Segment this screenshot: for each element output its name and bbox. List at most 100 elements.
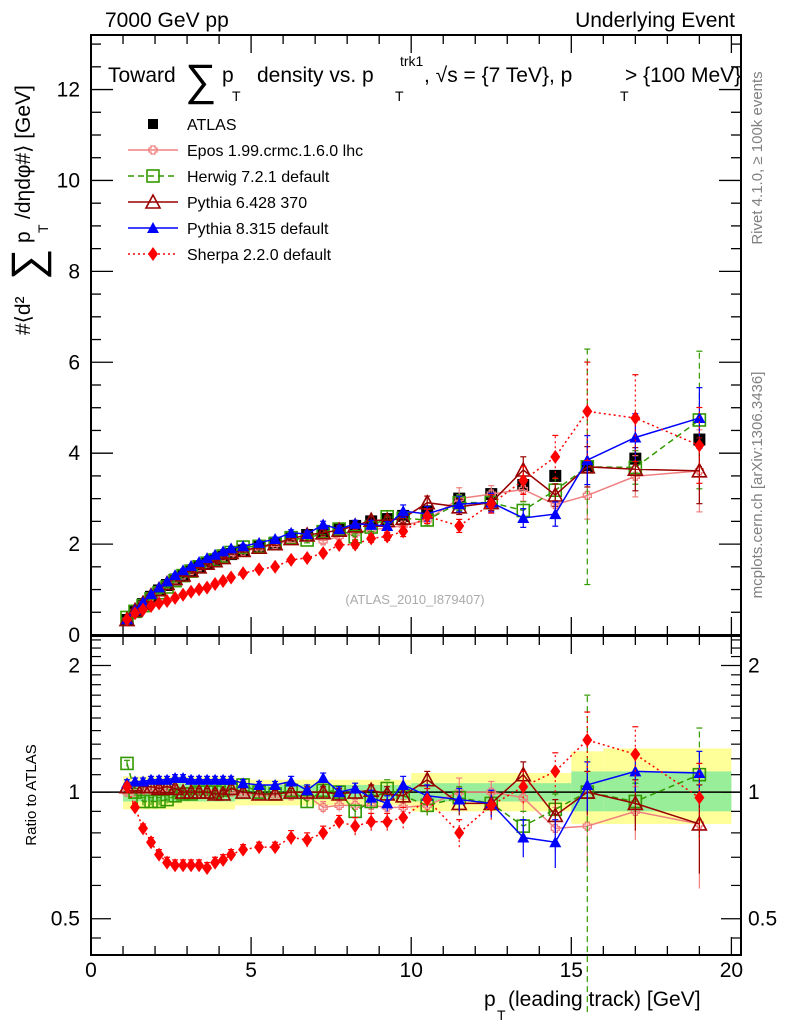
ratio-point (218, 852, 229, 867)
ratio-point (226, 847, 237, 862)
title-part-b: p (222, 64, 234, 87)
ratio-point (138, 821, 149, 836)
ratio-point (169, 772, 182, 784)
ratio-point (550, 823, 560, 834)
data-point (154, 596, 165, 611)
title-part-c: T (232, 88, 241, 104)
ratio-point (166, 779, 184, 796)
ratio-point (286, 830, 297, 845)
data-point (486, 496, 497, 511)
data-point (122, 612, 133, 627)
title-part-f: trk1 (400, 53, 424, 69)
ratio-point (486, 798, 497, 813)
ratio-point-shape (518, 793, 528, 803)
data-point (349, 517, 362, 529)
title-part-d: density vs. p (257, 64, 374, 87)
ratio-point-shape (366, 800, 376, 811)
data-point (394, 509, 412, 526)
data-point (169, 569, 182, 581)
ratio-point (626, 794, 644, 811)
ratio-point (453, 793, 466, 805)
data-layer (118, 348, 708, 1013)
ratio-point-shape (550, 823, 560, 834)
data-point (398, 524, 409, 539)
ratio-point (549, 836, 562, 848)
ratio-point (694, 790, 705, 805)
data-point (365, 518, 378, 530)
data-point (549, 508, 562, 520)
ratio-point (270, 840, 281, 855)
ratio-point (302, 832, 313, 847)
data-point (453, 498, 466, 510)
ratio-point (349, 782, 362, 794)
data-point (161, 575, 174, 587)
x-tick-label: 20 (720, 959, 743, 982)
data-point (226, 570, 237, 585)
data-point (518, 484, 528, 495)
legend-item-pythia8: Pythia 8.315 default (128, 221, 329, 238)
ratio-point-shape (398, 802, 408, 812)
data-point (162, 594, 173, 608)
xlabel-part-c: (leading track) [GeV] (508, 988, 701, 1011)
ratio-point (198, 783, 216, 799)
ratio-point (214, 785, 232, 801)
data-point (518, 473, 529, 488)
data-point (153, 581, 166, 593)
y-axis-title: #⟨d² ∑ p T /dηdφ#⟩ [GeV] (3, 85, 52, 335)
data-point (138, 602, 149, 617)
rivet-label: Rivet 4.1.0, ≥ 100k events (749, 71, 766, 244)
data-point (333, 523, 346, 535)
ratio-tick-label: 0.5 (51, 908, 80, 931)
data-point (218, 574, 229, 589)
title-part-a: Toward (108, 64, 176, 87)
ylabel-part-b: p (12, 231, 35, 243)
y-tick-label: 4 (68, 442, 80, 465)
data-point (302, 551, 313, 565)
legend-marker (144, 193, 162, 209)
ratio-axis-title: Ratio to ATLAS (23, 744, 40, 845)
ratio-point (209, 773, 222, 785)
ratio-point (398, 802, 408, 812)
ylabel-part-d: /dηdφ#⟩ [GeV] (12, 85, 35, 219)
ratio-point (334, 814, 345, 829)
ratio-point (182, 783, 200, 799)
data-point (253, 536, 266, 548)
legend-item-herwig: Herwig 7.2.1 default (128, 169, 330, 186)
y-tick-label: 0 (68, 624, 80, 647)
ratio-point-shape (454, 787, 464, 797)
ratio-point (190, 783, 208, 799)
ratio-point (136, 794, 150, 809)
ratio-frame (90, 635, 742, 956)
ratio-point (154, 847, 165, 862)
ratio-point (210, 855, 221, 870)
data-point (546, 486, 564, 502)
ratio-point (225, 773, 238, 785)
mcplots-label: mcplots.cern.ch [arXiv:1306.3436] (749, 372, 766, 599)
title-part-h: T (620, 88, 629, 104)
data-point (201, 552, 214, 564)
data-point (209, 548, 222, 560)
x-tick-label: 10 (400, 959, 423, 982)
ratio-point (317, 772, 330, 784)
ratio-point (318, 802, 328, 812)
ratio-point-shape (582, 821, 592, 831)
data-point (582, 404, 593, 419)
ratio-point (201, 773, 214, 785)
ratio-point (174, 783, 192, 799)
ratio-point (222, 779, 240, 796)
title-sum-symbol: ∑ (185, 56, 216, 105)
analysis-watermark: (ATLAS_2010_I879407) (345, 592, 484, 607)
data-point (422, 509, 433, 524)
series-line (126, 417, 700, 620)
ylabel-part-a: #⟨d² (12, 296, 35, 335)
x-axis-title: p T (leading track) [GeV] (484, 988, 701, 1023)
ratio-point (454, 825, 465, 840)
ratio-point (454, 787, 464, 797)
header-right: Underlying Event (575, 9, 735, 32)
ratio-point (582, 821, 592, 831)
data-point (318, 546, 329, 561)
ratio-point (250, 785, 268, 801)
legend-label: Herwig 7.2.1 default (187, 169, 330, 186)
data-point (254, 562, 265, 577)
data-point-shape (630, 471, 640, 481)
